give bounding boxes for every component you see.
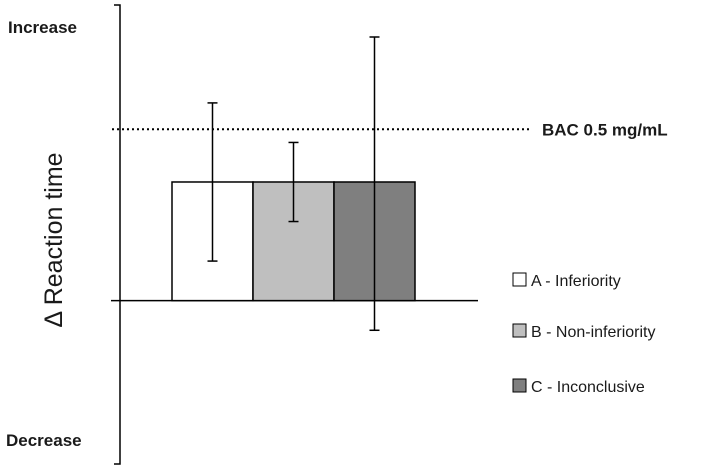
legend-label: C - Inconclusive — [531, 379, 645, 396]
y-axis-label: Δ Reaction time — [40, 152, 68, 327]
legend: A - Inferiority B - Non-inferiority C - In… — [512, 272, 655, 396]
legend-item: C - Inconclusive — [512, 378, 645, 396]
legend-swatch — [512, 378, 527, 393]
axis-label-decrease: Decrease — [6, 431, 82, 450]
legend-label: B - Non-inferiority — [531, 324, 655, 341]
error-bar — [369, 36, 380, 332]
bars — [171, 36, 416, 332]
axis-label-increase: Increase — [8, 18, 77, 37]
y-axis — [114, 4, 121, 465]
error-bar — [288, 141, 299, 223]
error-bar — [207, 102, 218, 262]
reference-line-label: BAC 0.5 mg/mL — [542, 120, 668, 139]
legend-item: A - Inferiority — [512, 272, 621, 290]
legend-swatch — [512, 272, 527, 287]
legend-label: A - Inferiority — [531, 273, 621, 290]
legend-item: B - Non-inferiority — [512, 323, 655, 341]
legend-swatch — [512, 323, 527, 338]
